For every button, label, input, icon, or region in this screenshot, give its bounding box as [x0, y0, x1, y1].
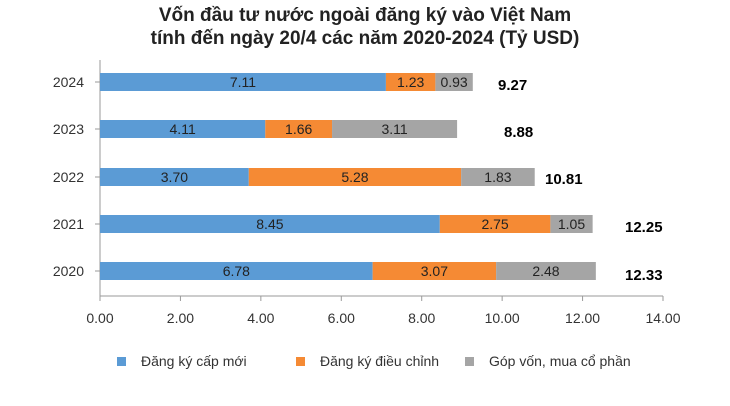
total-label: 9.27	[498, 77, 527, 94]
bar-segment	[100, 73, 386, 91]
data-label: 2.75	[481, 216, 508, 232]
bar-segment	[550, 215, 593, 233]
data-label: 4.11	[170, 121, 196, 137]
data-label: 3.70	[161, 169, 188, 185]
bar-segment	[385, 73, 436, 91]
chart-subtitle: tính đến ngày 20/4 các năm 2020-2024 (Tỷ…	[150, 28, 580, 49]
legend-swatch	[465, 357, 474, 366]
legend-label: Góp vốn, mua cổ phần	[489, 353, 631, 369]
x-tick-label: 2.00	[167, 310, 194, 326]
data-label: 1.83	[484, 169, 511, 185]
y-tick-label: 2020	[53, 263, 84, 279]
x-tick-label: 4.00	[247, 310, 274, 326]
bar-segment	[435, 73, 473, 91]
y-tick-label: 2023	[53, 121, 84, 137]
data-label: 3.07	[421, 263, 448, 279]
bar-segment	[100, 168, 249, 186]
y-tick-label: 2022	[53, 169, 84, 185]
total-label: 8.88	[504, 124, 533, 141]
bar-segment	[248, 168, 462, 186]
data-label: 0.93	[440, 74, 467, 90]
chart-title: Vốn đầu tư nước ngoài đăng ký vào Việt N…	[158, 5, 572, 26]
y-tick-label: 2024	[53, 74, 84, 90]
data-label: 7.11	[230, 74, 256, 90]
bar-segment	[496, 262, 596, 280]
data-label: 5.28	[341, 169, 368, 185]
legend-swatch	[296, 357, 305, 366]
bar-segment	[332, 120, 458, 138]
data-label: 3.11	[381, 121, 407, 137]
x-tick-label: 12.00	[565, 310, 600, 326]
x-tick-label: 10.00	[485, 310, 520, 326]
bar-segment	[265, 120, 333, 138]
legend-swatch	[117, 357, 126, 366]
bar-segment	[100, 262, 373, 280]
data-label: 6.78	[223, 263, 250, 279]
total-label: 12.25	[625, 219, 663, 236]
y-tick-label: 2021	[53, 216, 84, 232]
data-label: 2.48	[532, 263, 559, 279]
legend-label: Đăng ký điều chỉnh	[320, 353, 439, 369]
bar-segment	[372, 262, 497, 280]
total-label: 12.33	[625, 267, 663, 284]
bar-segment	[439, 215, 551, 233]
bar-segment	[100, 120, 266, 138]
bar-segment	[100, 215, 440, 233]
data-label: 1.66	[285, 121, 312, 137]
x-tick-label: 0.00	[86, 310, 113, 326]
data-label: 1.23	[397, 74, 424, 90]
data-label: 1.05	[558, 216, 585, 232]
x-tick-label: 8.00	[408, 310, 435, 326]
total-label: 10.81	[545, 171, 583, 188]
data-label: 8.45	[256, 216, 283, 232]
bar-segment	[461, 168, 535, 186]
legend-label: Đăng ký cấp mới	[141, 353, 247, 369]
x-tick-label: 6.00	[328, 310, 355, 326]
x-tick-label: 14.00	[645, 310, 680, 326]
